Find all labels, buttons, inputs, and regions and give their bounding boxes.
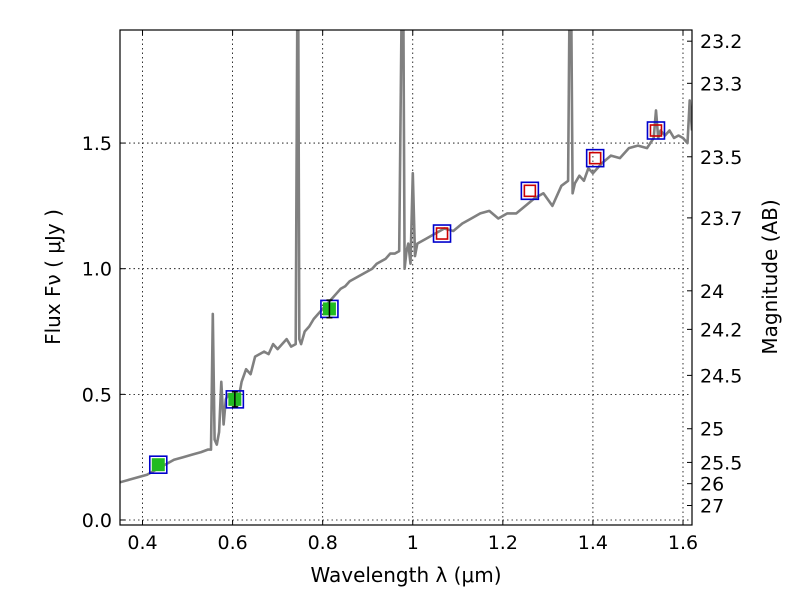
- y2-tick-label: 24.5: [700, 365, 742, 387]
- y2-tick-label: 25: [700, 419, 724, 441]
- y2-tick-label: 23.5: [700, 147, 742, 169]
- y2-tick-label: 23.2: [700, 31, 742, 53]
- x-tick-label: 1.6: [668, 532, 698, 554]
- y2-tick-label: 24: [700, 281, 724, 303]
- x-tick-label: 1: [407, 532, 419, 554]
- y-tick-label: 1.5: [82, 133, 112, 155]
- plot-frame: [119, 29, 693, 526]
- model-photometry-point: [646, 121, 666, 140]
- model-photometry-point: [225, 390, 245, 409]
- y2-tick-label: 27: [700, 496, 724, 518]
- y2-tick-label: 23.3: [700, 73, 742, 95]
- model-photometry-point: [520, 181, 540, 201]
- upper-limit-point: [588, 151, 602, 165]
- y2-tick-label: 23.7: [700, 208, 742, 230]
- upper-limit-point: [649, 124, 663, 137]
- model-photometry-point: [585, 148, 605, 168]
- x-tick-label: 0.8: [308, 532, 338, 554]
- x-tick-label: 1.2: [488, 532, 518, 554]
- y2-axis-label: Magnitude (AB): [758, 199, 782, 354]
- x-tick-label: 1.4: [578, 532, 608, 554]
- observed-photometry-point: [151, 458, 165, 472]
- y2-tick-label: 24.2: [700, 319, 742, 341]
- y-tick-label: 1.0: [82, 259, 112, 281]
- y2-tick-label: 25.5: [700, 452, 742, 474]
- series-layer: [120, 30, 692, 484]
- model-photometry-point: [432, 224, 452, 243]
- model-photometry-point: [148, 455, 168, 474]
- y2-tick-label: 26: [700, 474, 724, 496]
- y-axis-label: Flux Fν ( μJy ): [41, 209, 65, 345]
- spectrum-line: [120, 30, 692, 484]
- y-tick-label: 0.5: [82, 384, 112, 406]
- upper-limit-point: [523, 184, 537, 198]
- upper-limit-point: [435, 227, 449, 240]
- x-axis-label: Wavelength λ (μm): [310, 563, 501, 587]
- x-tick-label: 0.6: [217, 532, 247, 554]
- y-tick-label: 0.0: [82, 510, 112, 532]
- x-tick-label: 0.4: [127, 532, 157, 554]
- gridlines: [120, 30, 692, 525]
- ticks: 0.4 0.6 0.8 1 1.2 1.4 1.6 0.0 0.5 1.0 1.5 23.2 23.3 2…: [82, 30, 742, 554]
